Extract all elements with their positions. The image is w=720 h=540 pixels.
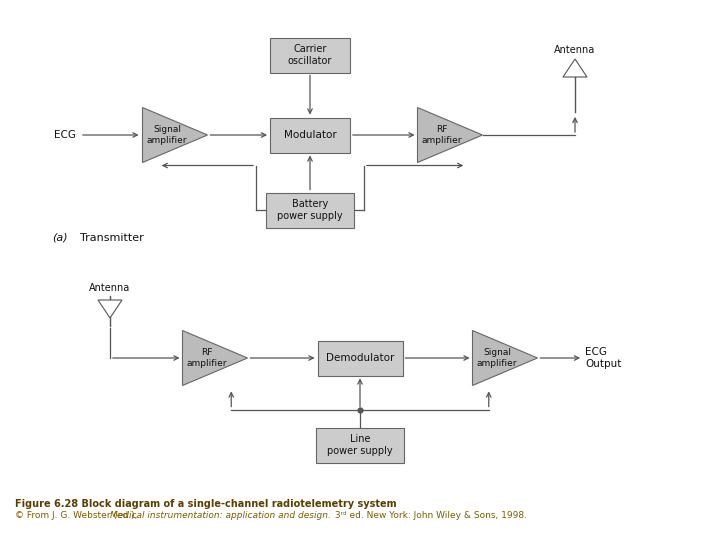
Text: Signal
amplifier: Signal amplifier xyxy=(477,348,517,368)
Text: Signal
amplifier: Signal amplifier xyxy=(147,125,187,145)
Polygon shape xyxy=(182,330,248,386)
Text: Battery
power supply: Battery power supply xyxy=(277,199,343,221)
Bar xyxy=(270,37,350,72)
Polygon shape xyxy=(418,107,482,163)
Bar xyxy=(270,118,350,152)
Bar xyxy=(318,341,402,375)
Text: Transmitter: Transmitter xyxy=(80,233,144,243)
Bar xyxy=(316,428,404,462)
Polygon shape xyxy=(563,59,587,77)
Polygon shape xyxy=(472,330,538,386)
Text: Figure 6.28 Block diagram of a single-channel radiotelemetry system: Figure 6.28 Block diagram of a single-ch… xyxy=(15,499,397,509)
Text: © From J. G. Webster (ed.),: © From J. G. Webster (ed.), xyxy=(15,511,140,521)
Text: ECG: ECG xyxy=(585,347,607,357)
Text: Demodulator: Demodulator xyxy=(326,353,394,363)
Text: Medical instrumentation: application and design.: Medical instrumentation: application and… xyxy=(110,511,331,521)
Text: 3ʳᵈ ed. New York: John Wiley & Sons, 1998.: 3ʳᵈ ed. New York: John Wiley & Sons, 199… xyxy=(332,511,527,521)
Text: Antenna: Antenna xyxy=(89,283,130,293)
Text: RF
amplifier: RF amplifier xyxy=(422,125,462,145)
Text: Line
power supply: Line power supply xyxy=(327,434,393,456)
Text: Antenna: Antenna xyxy=(554,45,595,55)
Text: (a): (a) xyxy=(52,233,68,243)
Text: ECG: ECG xyxy=(54,130,76,140)
Polygon shape xyxy=(143,107,207,163)
Text: RF
amplifier: RF amplifier xyxy=(186,348,227,368)
Polygon shape xyxy=(98,300,122,318)
Text: Modulator: Modulator xyxy=(284,130,336,140)
Text: Output: Output xyxy=(585,359,621,369)
Text: Carrier
oscillator: Carrier oscillator xyxy=(288,44,332,66)
Bar xyxy=(266,192,354,227)
